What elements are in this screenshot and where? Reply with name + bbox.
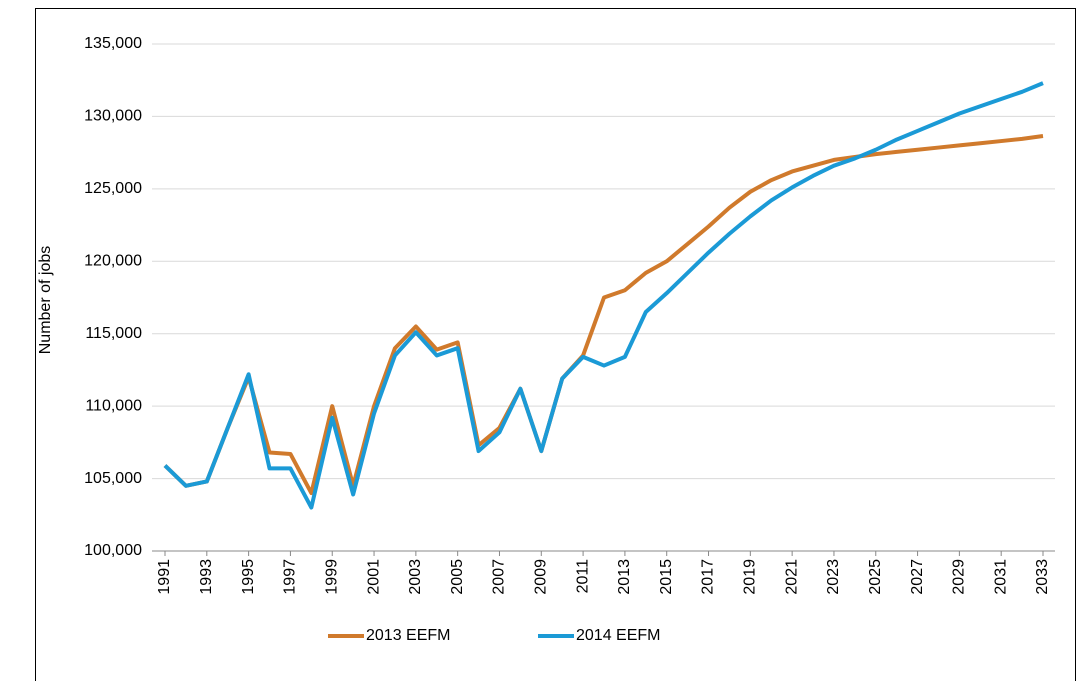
x-tick-label: 2023 bbox=[825, 559, 842, 595]
x-tick-label: 1993 bbox=[198, 559, 215, 595]
x-tick-label: 2017 bbox=[700, 559, 717, 595]
x-tick-label: 2033 bbox=[1034, 559, 1051, 595]
x-tick-label: 2003 bbox=[407, 559, 424, 595]
line-series bbox=[163, 134, 1044, 496]
x-tick-label: 2013 bbox=[616, 559, 633, 595]
y-tick-label: 110,000 bbox=[85, 397, 142, 414]
y-tick-label: 105,000 bbox=[84, 470, 142, 487]
chart-border bbox=[35, 8, 1076, 681]
legend-label: 2014 EEFM bbox=[576, 627, 660, 644]
x-tick-label: 2027 bbox=[909, 559, 926, 595]
y-tick-label: 115,000 bbox=[85, 325, 142, 342]
legend-label: 2013 EEFM bbox=[366, 627, 450, 644]
x-tick-label: 2009 bbox=[533, 559, 550, 595]
y-tick-label: 120,000 bbox=[84, 253, 142, 270]
x-tick-label: 2007 bbox=[491, 559, 508, 595]
x-tick-label: 2005 bbox=[449, 559, 466, 595]
x-tick-label: 2031 bbox=[992, 559, 1009, 595]
x-tick-label: 2019 bbox=[742, 559, 759, 595]
line-series bbox=[163, 81, 1044, 510]
x-tick-label: 2011 bbox=[574, 559, 591, 594]
y-axis-label: Number of jobs bbox=[37, 246, 54, 355]
x-tick-label: 1991 bbox=[156, 559, 173, 595]
x-tick-label: 2001 bbox=[365, 559, 382, 595]
x-tick-label: 2029 bbox=[951, 559, 968, 595]
x-tick-label: 2021 bbox=[783, 559, 800, 595]
x-tick-label: 1999 bbox=[323, 559, 340, 595]
y-tick-label: 135,000 bbox=[84, 35, 142, 52]
x-tick-label: 2015 bbox=[658, 559, 675, 595]
x-tick-label: 1997 bbox=[282, 559, 299, 595]
x-tick-label: 2025 bbox=[867, 559, 884, 595]
y-tick-label: 100,000 bbox=[84, 542, 142, 559]
y-tick-label: 125,000 bbox=[84, 180, 142, 197]
y-tick-label: 130,000 bbox=[84, 108, 142, 125]
x-tick-label: 1995 bbox=[240, 559, 257, 595]
